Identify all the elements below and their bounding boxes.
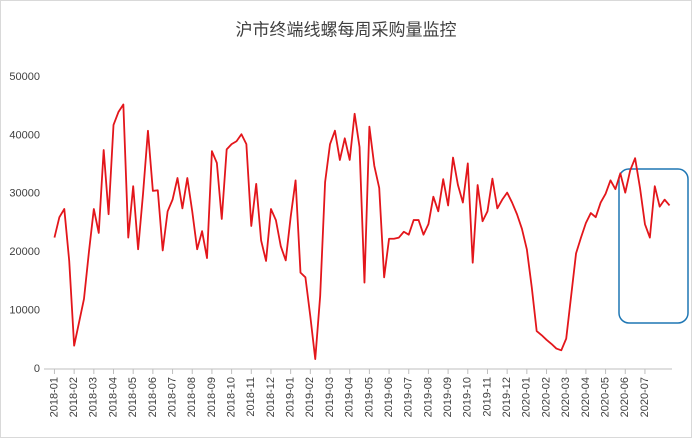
- x-tick-label: 2018-02: [68, 377, 80, 417]
- x-tick-label: 2019-07: [403, 377, 415, 417]
- x-tick-label: 2018-12: [265, 377, 277, 417]
- x-tick-label: 2020-04: [580, 377, 592, 417]
- x-tick-label: 2019-11: [481, 377, 493, 417]
- x-tick-label: 2018-06: [147, 377, 159, 417]
- x-tick-label: 2019-05: [363, 377, 375, 417]
- x-tick-label: 2018-11: [245, 377, 257, 417]
- line-series: [53, 103, 671, 360]
- x-tick-label: 2020-07: [639, 377, 651, 417]
- x-tick-label: 2019-08: [422, 377, 434, 417]
- x-tick-label: 2019-02: [304, 377, 316, 417]
- x-tick-label: 2018-07: [166, 377, 178, 417]
- chart-title: 沪市终端线螺每周采购量监控: [236, 20, 457, 39]
- x-tick-label: 2019-04: [344, 377, 356, 417]
- y-tick-label: 50000: [9, 71, 40, 83]
- x-tick-label: 2020-02: [540, 377, 552, 417]
- x-tick-label: 2018-03: [88, 377, 100, 417]
- y-tick-label: 10000: [9, 305, 40, 317]
- x-tick-label: 2020-01: [521, 377, 533, 417]
- y-tick-label: 30000: [9, 188, 40, 200]
- x-tick-label: 2018-10: [226, 377, 238, 417]
- x-tick-label: 2018-05: [127, 377, 139, 417]
- x-tick-label: 2019-06: [383, 377, 395, 417]
- x-tick-label: 2019-12: [501, 377, 513, 417]
- y-tick-label: 40000: [9, 129, 40, 141]
- highlight-box: [618, 168, 689, 324]
- x-tick-label: 2019-01: [285, 377, 297, 417]
- x-tick-label: 2020-03: [560, 377, 572, 417]
- y-tick-label: 0: [34, 363, 40, 375]
- x-tick-label: 2019-10: [462, 377, 474, 417]
- x-tick-label: 2019-09: [442, 377, 454, 417]
- x-tick-label: 2020-05: [599, 377, 611, 417]
- x-tick-label: 2018-01: [48, 377, 60, 417]
- x-tick-label: 2018-08: [186, 377, 198, 417]
- x-tick-label: 2018-09: [206, 377, 218, 417]
- x-tick-label: 2019-03: [324, 377, 336, 417]
- x-tick-label: 2020-06: [619, 377, 631, 417]
- x-tick-label: 2018-04: [107, 377, 119, 417]
- y-tick-label: 20000: [9, 246, 40, 258]
